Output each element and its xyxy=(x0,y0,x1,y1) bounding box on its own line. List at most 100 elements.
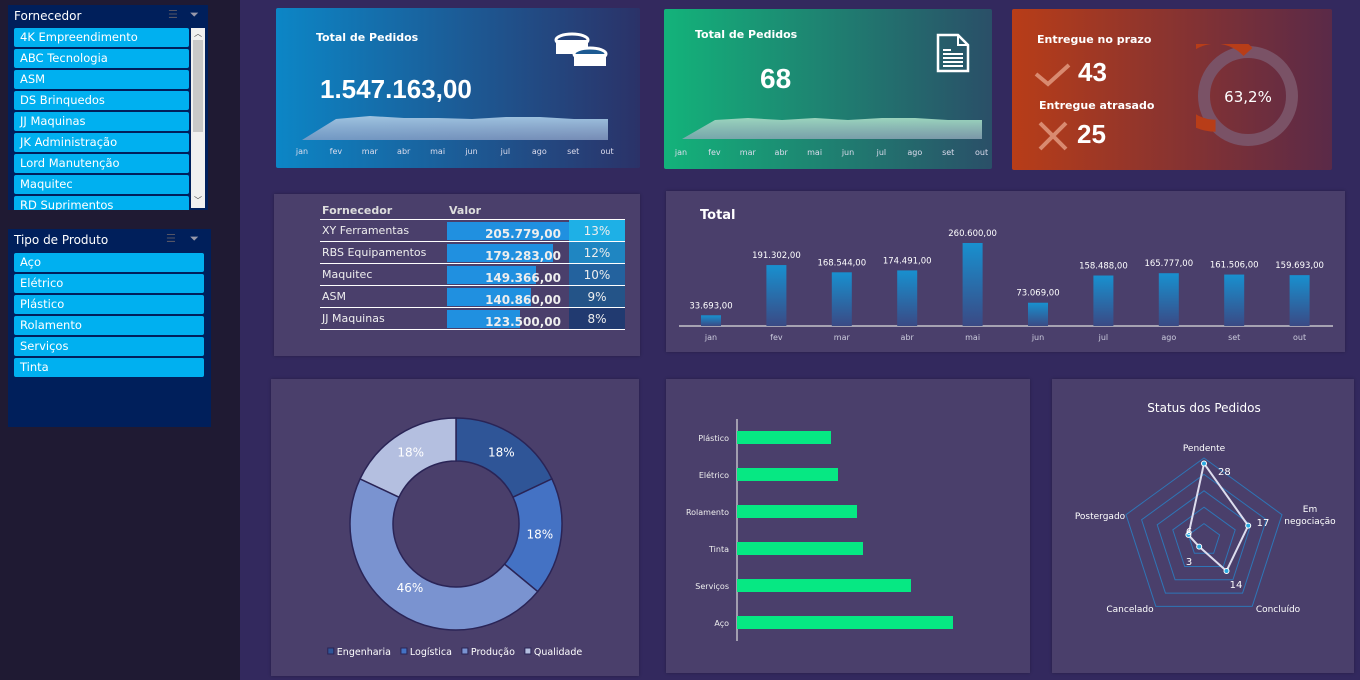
column-bar[interactable] xyxy=(701,315,721,326)
column-bar[interactable] xyxy=(1093,275,1114,326)
slicer-item[interactable]: 4K Empreendimento xyxy=(14,28,189,47)
department-donut-card: 18% 18% 46% 18% Engenharia Logística Produção Q… xyxy=(271,379,639,676)
month-label: abr xyxy=(774,148,788,157)
kpi-total-pedidos: Total de Pedidos 68 jan fev mar abr mai jun ju… xyxy=(664,9,992,169)
radar-point[interactable] xyxy=(1185,531,1192,538)
x-icon xyxy=(1038,121,1068,151)
radar-grid-ring xyxy=(1172,506,1236,568)
column-bar[interactable] xyxy=(1224,274,1245,326)
percent-cell: 12% xyxy=(569,241,625,264)
kpi-title: Total de Pedidos xyxy=(695,28,798,41)
order-status-radar-chart: Status dos Pedidos Pendente Em negociação Co… xyxy=(1075,401,1336,615)
multi-select-icon[interactable]: ☰ xyxy=(168,8,178,21)
radar-point[interactable] xyxy=(1223,567,1230,574)
scroll-down-icon[interactable]: ﹀ xyxy=(194,196,202,205)
slicer-item[interactable]: Serviços xyxy=(14,337,204,356)
value-bar xyxy=(447,266,536,284)
fornecedor-slicer: Fornecedor ☰ ⏷ 4K Empreendimento ABC Tecn… xyxy=(8,5,208,210)
supplier-name: XY Ferramentas xyxy=(320,219,447,242)
radar-grid-ring xyxy=(1141,473,1267,594)
percent-cell: 10% xyxy=(569,263,625,286)
slicer-item[interactable]: Maquitec xyxy=(14,175,189,194)
slicer-item[interactable]: Aço xyxy=(14,253,204,272)
value-cell: 123.500,00 xyxy=(447,307,569,330)
radar-series-line xyxy=(1187,461,1250,573)
radar-value-label: 6 xyxy=(1186,527,1192,538)
product-bar[interactable] xyxy=(737,616,953,629)
donut-slice[interactable] xyxy=(359,417,457,499)
column-bar[interactable] xyxy=(1028,302,1048,326)
slicer-item[interactable]: Elétrico xyxy=(14,274,204,293)
slicer-item[interactable]: JK Administração xyxy=(14,133,189,152)
clear-filter-icon[interactable]: ⏷ xyxy=(190,232,199,245)
value-text: 140.860,00 xyxy=(485,292,561,307)
table-row: JJ Maquinas 123.500,00 8% xyxy=(320,307,625,330)
product-bar[interactable] xyxy=(737,542,863,555)
monthly-total-card: Total 33.693,00 jan 191.302,00 fev 168.544,00… xyxy=(666,191,1345,352)
product-bar[interactable] xyxy=(737,505,857,518)
slicer-item[interactable]: RD Suprimentos xyxy=(14,196,189,210)
donut-slice[interactable] xyxy=(349,477,539,631)
slicer-item[interactable]: Tinta xyxy=(14,358,204,377)
legend-label: Produção xyxy=(471,647,515,658)
percent-cell: 9% xyxy=(569,285,625,308)
month-label: jun xyxy=(465,147,478,156)
value-cell: 205.779,00 xyxy=(447,219,569,242)
slicer-item[interactable]: ASM xyxy=(14,70,189,89)
slicer-item[interactable]: DS Brinquedos xyxy=(14,91,189,110)
gauge-label: 63,2% xyxy=(1224,88,1272,106)
multi-select-icon[interactable]: ☰ xyxy=(166,232,176,245)
value-cell: 140.860,00 xyxy=(447,285,569,308)
column-bar[interactable] xyxy=(1158,273,1179,326)
legend-swatch xyxy=(524,647,532,655)
slicer-item[interactable]: Lord Manutenção xyxy=(14,154,189,173)
radar-point[interactable] xyxy=(1201,460,1207,467)
product-bar[interactable] xyxy=(737,468,838,481)
data-label: 191.302,00 xyxy=(752,251,801,261)
column-bar[interactable] xyxy=(1289,275,1310,326)
radar-point[interactable] xyxy=(1196,543,1203,550)
month-label: jan xyxy=(674,148,688,157)
month-label: mar xyxy=(739,148,756,157)
data-label: 33.693,00 xyxy=(689,301,732,311)
product-bar[interactable] xyxy=(737,431,831,444)
chart-title: Total xyxy=(700,208,736,223)
scrollbar-thumb[interactable] xyxy=(193,40,203,132)
column-bar[interactable] xyxy=(831,272,852,326)
slicer-item[interactable]: ABC Tecnologia xyxy=(14,49,189,68)
legend-swatch xyxy=(327,647,335,655)
column-bar[interactable] xyxy=(962,243,983,326)
scroll-up-icon[interactable]: ︿ xyxy=(194,29,202,38)
slicer-item[interactable]: JJ Maquinas xyxy=(14,112,189,131)
coins-icon xyxy=(554,32,608,66)
data-label: 165.777,00 xyxy=(1144,259,1193,269)
value-bar xyxy=(447,288,531,306)
clear-filter-icon[interactable]: ⏷ xyxy=(190,8,199,21)
radar-point[interactable] xyxy=(1245,522,1252,529)
month-label: ago xyxy=(907,148,923,157)
month-label: jul xyxy=(500,147,511,156)
legend: Engenharia Logística Produção Qualidade xyxy=(327,647,582,658)
x-tick-label: mar xyxy=(834,333,851,342)
value-text: 179.283,00 xyxy=(485,248,561,263)
slicer-title: Tipo de Produto xyxy=(14,233,109,247)
value-text: 149.366,00 xyxy=(485,270,561,285)
month-label: ago xyxy=(531,147,547,156)
scrollbar[interactable]: ︿ ﹀ xyxy=(191,28,205,208)
column-bar[interactable] xyxy=(897,270,918,326)
slicer-item[interactable]: Plástico xyxy=(14,295,204,314)
month-label: out xyxy=(975,148,989,157)
top-suppliers-card: Fornecedor Valor XY Ferramentas 205.779,0… xyxy=(274,194,640,356)
month-label: mai xyxy=(807,148,823,157)
value-bar xyxy=(447,244,554,262)
slicer-item[interactable]: Rolamento xyxy=(14,316,204,335)
monthly-total-chart: Total 33.693,00 jan 191.302,00 fev 168.544,00… xyxy=(679,208,1333,342)
legend-swatch xyxy=(461,647,469,655)
legend-swatch xyxy=(400,647,408,655)
column-bar[interactable] xyxy=(766,265,787,326)
legend-label: Qualidade xyxy=(534,647,582,658)
product-bar[interactable] xyxy=(737,579,911,592)
x-tick-label: abr xyxy=(901,333,915,342)
supplier-name: Maquitec xyxy=(320,263,447,286)
table-row: XY Ferramentas 205.779,00 13% xyxy=(320,219,625,242)
